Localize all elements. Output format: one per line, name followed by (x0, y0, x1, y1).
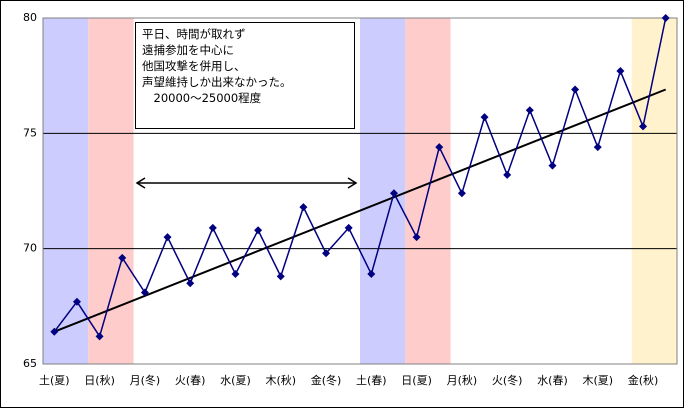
data-point (118, 253, 127, 262)
data-point (344, 223, 353, 232)
data-point (208, 223, 217, 232)
x-tick-label: 水(夏) (220, 374, 251, 387)
x-tick-label: 火(冬) (492, 373, 523, 387)
y-tick-label: 75 (23, 126, 37, 139)
data-point (95, 332, 104, 341)
data-point (163, 233, 172, 242)
x-tick-label: 土(春) (356, 374, 387, 387)
data-point (322, 249, 331, 258)
data-point (593, 143, 602, 152)
x-tick-label: 月(秋) (447, 373, 478, 387)
x-tick-label: 木(夏) (582, 374, 613, 387)
y-tick-label: 80 (23, 11, 37, 24)
annotation-line: 20000～25000程度 (142, 91, 262, 105)
data-point (548, 161, 557, 170)
data-point (661, 14, 670, 22)
data-point (299, 203, 308, 212)
y-tick-label: 65 (23, 357, 37, 370)
data-point (480, 113, 489, 122)
x-tick-label: 金(冬) (311, 373, 342, 387)
highlight-band (360, 18, 406, 364)
data-point (503, 170, 512, 179)
data-point (254, 226, 263, 235)
annotation-line: 平日、時間が取れず (142, 27, 246, 41)
highlight-band (43, 18, 89, 364)
series-line (53, 17, 667, 339)
data-point (639, 122, 648, 131)
data-point (435, 143, 444, 152)
data-point (389, 189, 398, 198)
annotation-line: 声望維持しか出来なかった。 (142, 75, 292, 89)
plot-area (42, 17, 678, 365)
highlight-band (88, 18, 134, 364)
annotation-box (135, 22, 355, 129)
x-tick-label: 水(春) (537, 374, 568, 387)
annotation-line: 遠捕参加を中心に (142, 43, 234, 57)
data-point (276, 272, 285, 281)
data-point (616, 67, 625, 76)
data-point (72, 297, 81, 306)
x-tick-label: 火(春) (175, 374, 206, 387)
x-tick-label: 月(冬) (130, 373, 161, 387)
data-point (571, 85, 580, 94)
x-tick-label: 金(秋) (628, 373, 659, 387)
x-tick-label: 土(夏) (39, 374, 70, 387)
data-point (367, 270, 376, 279)
data-point (50, 327, 59, 336)
data-point (457, 189, 466, 198)
x-tick-label: 日(夏) (401, 374, 432, 387)
annotation-line: 他国攻撃を併用し、 (142, 59, 246, 73)
x-tick-label: 日(秋) (84, 373, 115, 387)
data-point (525, 106, 534, 115)
data-point (140, 288, 149, 297)
arrow (135, 177, 358, 189)
x-tick-label: 木(秋) (265, 373, 296, 387)
data-point (186, 279, 195, 288)
data-point (412, 233, 421, 242)
y-tick-label: 70 (23, 242, 37, 255)
data-point (231, 270, 240, 279)
